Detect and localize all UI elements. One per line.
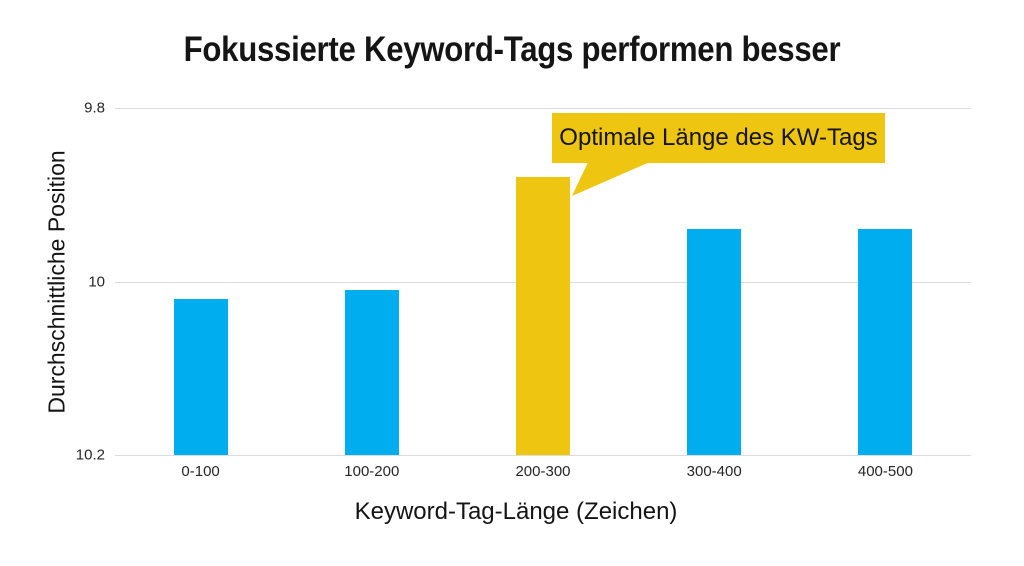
callout-tail-shape	[572, 158, 652, 196]
x-tick-label: 400-500	[857, 463, 913, 480]
bar-layer: 0-100 100-200 200-300 300-400 400-500	[115, 108, 971, 480]
annotation-callout: Optimale Länge des KW-Tags	[552, 113, 885, 163]
bar-100-200	[344, 290, 399, 455]
y-tick-label: 10	[88, 273, 105, 290]
gridline	[115, 455, 971, 456]
y-axis-title: Durchschnittliche Position	[43, 150, 70, 414]
annotation-callout-tail-icon	[572, 158, 652, 196]
x-tick-label: 0-100	[181, 463, 220, 480]
y-tick-label: 9.8	[84, 99, 105, 117]
annotation-text: Optimale Länge des KW-Tags	[559, 124, 878, 151]
bar-300-400	[687, 229, 742, 455]
chart-title: Fokussierte Keyword-Tags performen besse…	[183, 30, 841, 69]
bar-400-500	[858, 229, 913, 455]
x-tick-label: 300-400	[686, 463, 742, 480]
plot-area: 9.8 10 10.2 0-100 100-200 200-300 300-400 400-…	[76, 100, 971, 480]
x-axis-title: Keyword-Tag-Länge (Zeichen)	[354, 498, 678, 525]
gridline	[115, 108, 971, 109]
y-tick-label: 10.2	[75, 446, 105, 464]
bar-0-100	[173, 298, 228, 455]
x-tick-label: 100-200	[344, 463, 400, 480]
x-tick-label: 200-300	[515, 463, 571, 480]
bar-200-300	[516, 177, 570, 455]
